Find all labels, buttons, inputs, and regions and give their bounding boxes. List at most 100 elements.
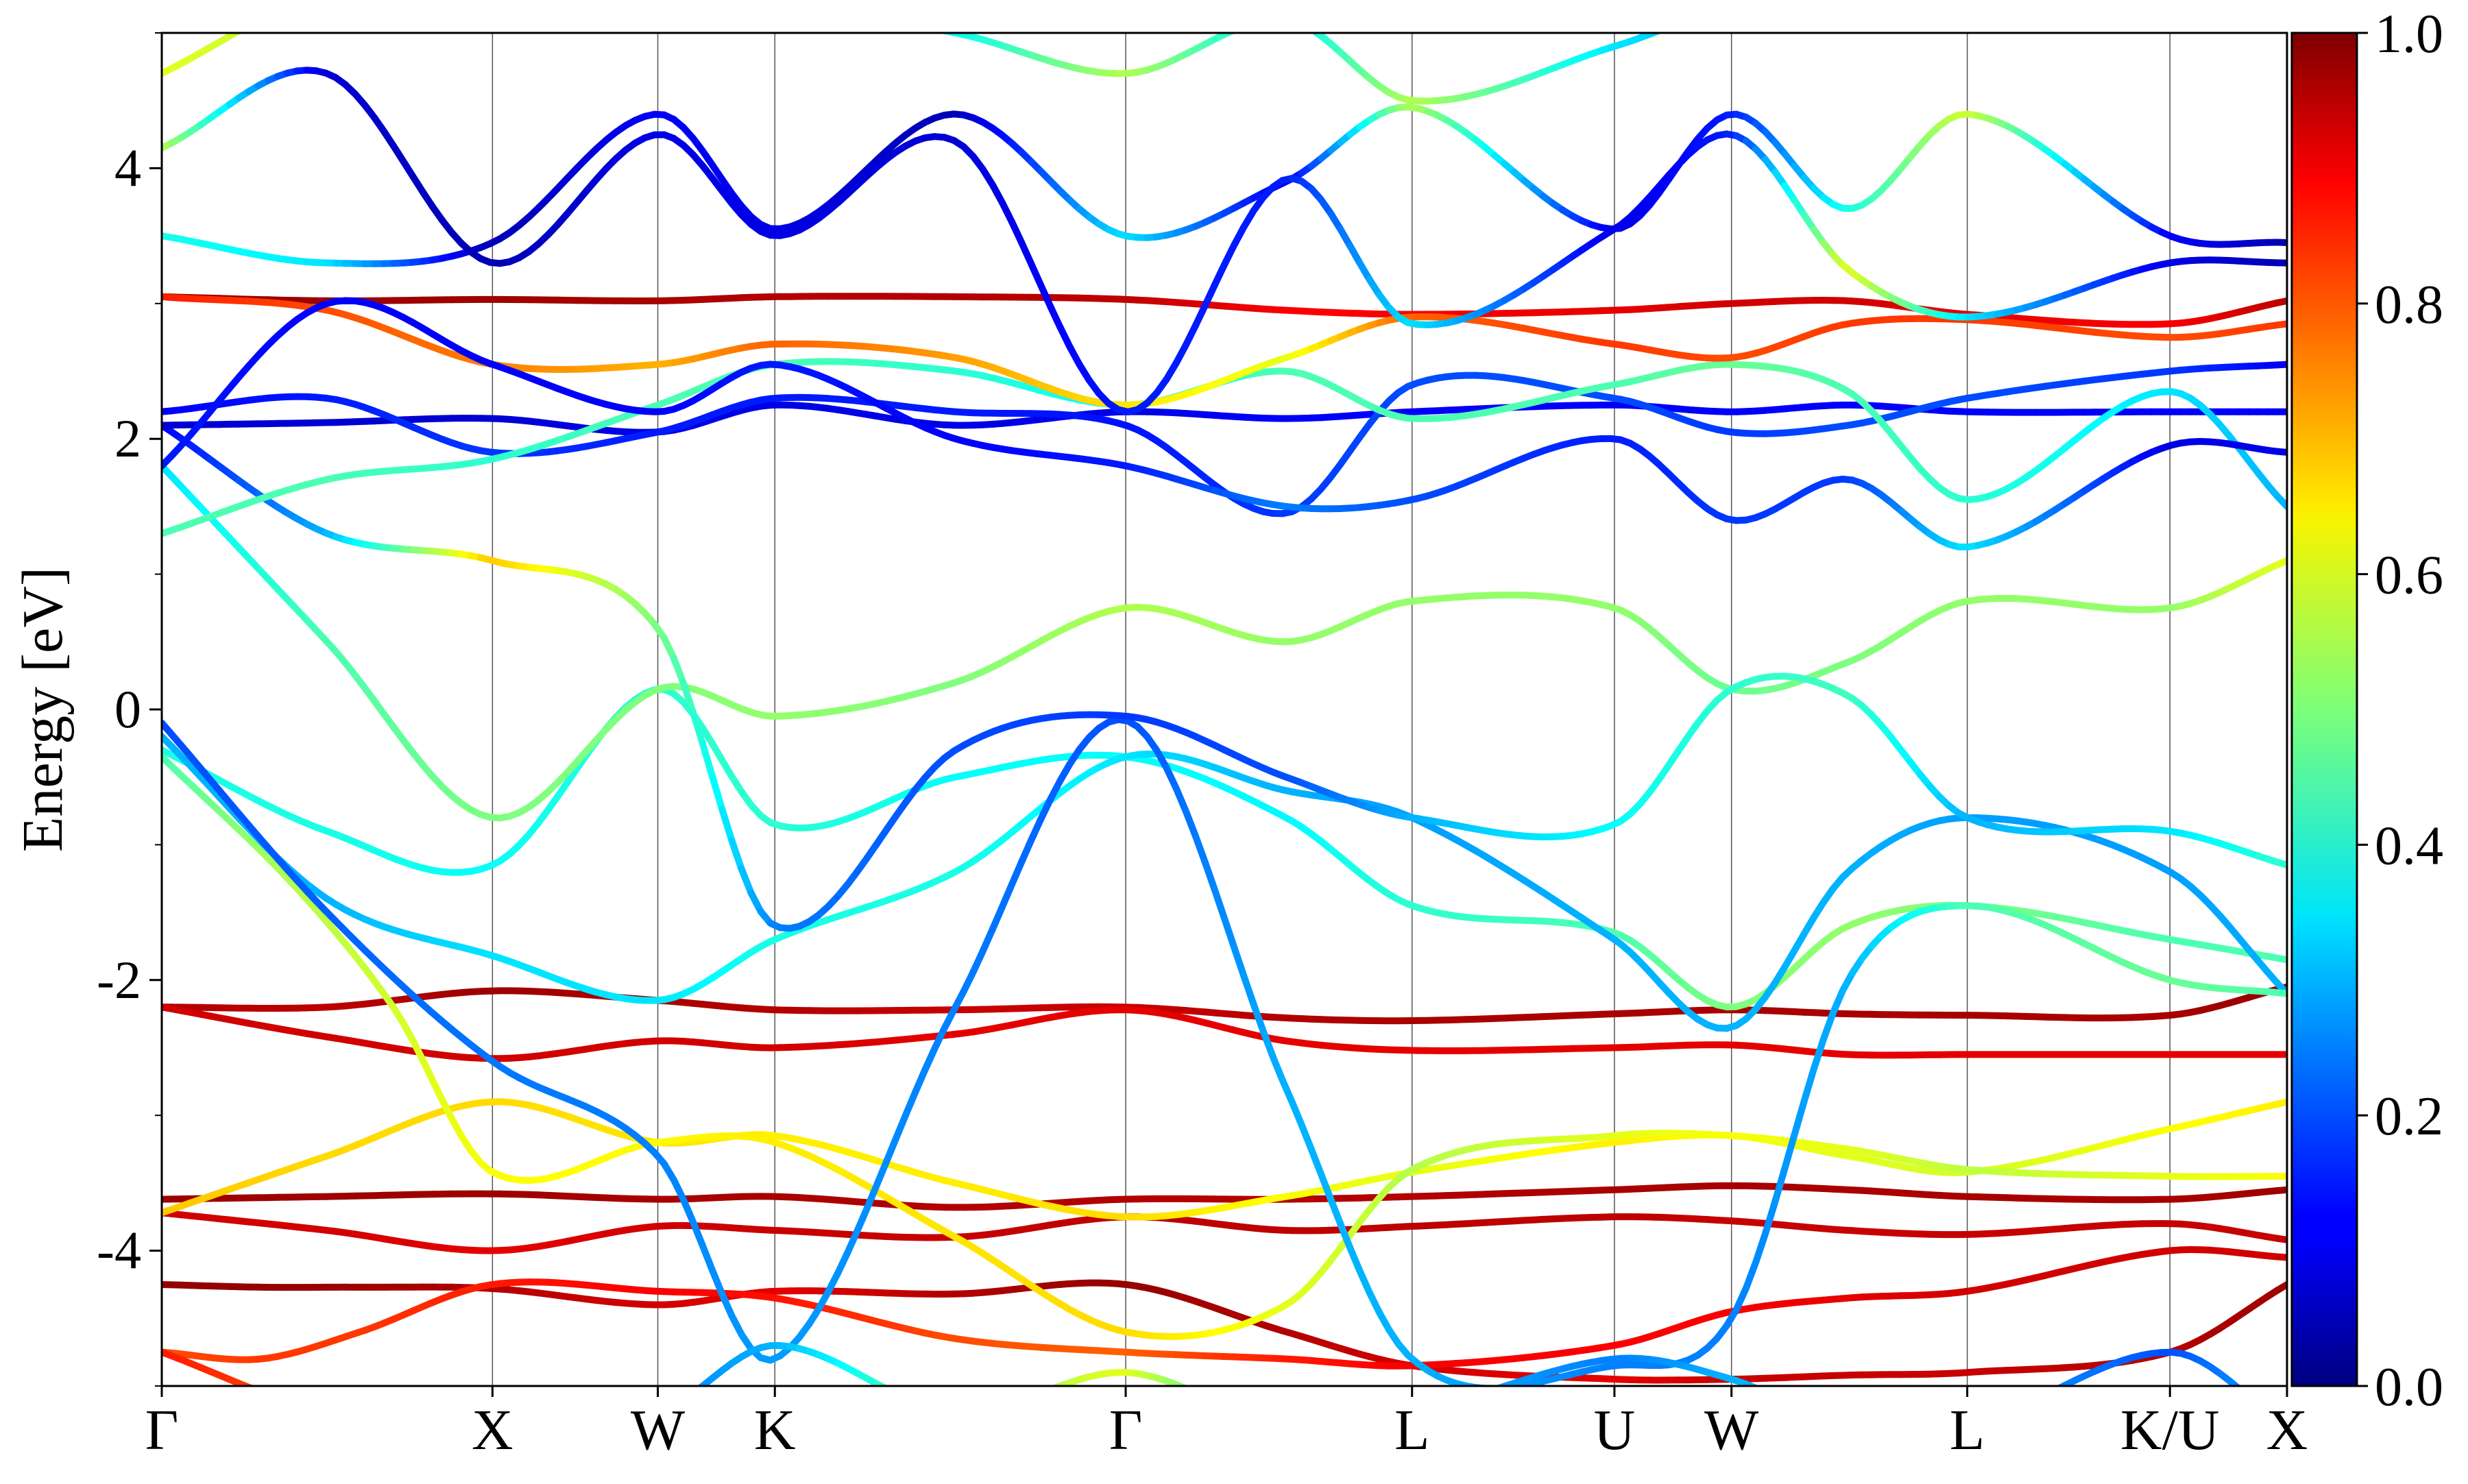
band-segment [394, 1423, 403, 1424]
band-segment [306, 1408, 316, 1411]
band-14 [162, 405, 2287, 433]
band-segment [809, 10, 819, 11]
band-segment [790, 8, 799, 9]
band-segment [297, 1405, 306, 1408]
band-segment [268, 1395, 278, 1398]
band-segment [1234, 1411, 1244, 1415]
band-segment [1698, 12, 1708, 16]
band-segment [886, 1389, 896, 1394]
band-segment [2277, 1257, 2287, 1258]
band-segment [355, 1418, 365, 1420]
band-segment [1292, 1102, 1302, 1126]
band-segment [1283, 1426, 1292, 1427]
band-segment [1804, 1069, 1814, 1102]
band-segment [983, 1409, 993, 1411]
band-segment [1350, 1424, 1359, 1425]
band-segment [1224, 1406, 1234, 1410]
band-segment [2277, 862, 2287, 865]
band-segment [2046, 1, 2055, 2]
band-segment [906, 24, 915, 26]
band-segment [934, 29, 944, 31]
band-segment [780, 6, 790, 7]
band-segment [384, 1422, 394, 1423]
band-segment [819, 10, 828, 12]
band-segment [1708, 10, 1717, 12]
band-segment [944, 1411, 954, 1413]
band-segment [1196, 836, 1205, 862]
band-segment [1031, 1394, 1041, 1397]
band-segment [925, 1407, 934, 1409]
band-segment [858, 1208, 867, 1231]
band-4 [162, 1213, 2287, 1250]
band-segment [848, 14, 858, 16]
band-segment [1756, 0, 1765, 1]
band-segment [587, 1424, 596, 1425]
band-segment [877, 1162, 886, 1185]
band-segment [683, 1200, 693, 1222]
band-21 [162, 301, 2287, 548]
band-segment [645, 5, 655, 6]
band-segment [915, 1402, 925, 1406]
band-segment [771, 5, 780, 6]
band-segment [973, 1411, 983, 1413]
band-segment [2277, 324, 2287, 325]
band-9 [162, 690, 2287, 1007]
band-segment [1292, 21, 1302, 24]
band-segment [249, 21, 258, 26]
band-segment [886, 1139, 896, 1162]
band-segment [1253, 1003, 1263, 1030]
band-segment [1824, 1013, 1833, 1040]
band-segment [403, 1424, 413, 1425]
band-segment [258, 15, 268, 20]
band-segment [1331, 1426, 1340, 1428]
band-segment [1350, 1248, 1359, 1271]
band-segment [1215, 890, 1224, 919]
band-segment [712, 777, 722, 810]
band-segment [896, 1394, 906, 1398]
band-segment [606, 2, 616, 3]
band-segment [1205, 862, 1215, 890]
band-segment [1920, 1, 1930, 3]
band-segment [1746, 1263, 1756, 1289]
band-segment [326, 1413, 336, 1415]
band-segment [1302, 24, 1311, 29]
band-segment [993, 1407, 1002, 1410]
band-segment [1756, 1234, 1765, 1263]
band-segment [1746, 1, 1756, 3]
band-segment [1311, 1150, 1321, 1174]
band-segment [1930, 3, 1939, 4]
band-segment [596, 1423, 606, 1424]
band-segment [1737, 3, 1746, 5]
band-segment [606, 1422, 616, 1424]
band-segment [877, 19, 886, 21]
band-segment [2007, 4, 2016, 5]
band-segment [703, 1246, 712, 1271]
band-segment [2017, 3, 2027, 4]
band-segment [858, 16, 867, 17]
band-segment [2277, 496, 2287, 507]
bands-layer [162, 0, 2287, 1433]
band-segment [1041, 285, 1050, 306]
band-segment [258, 1391, 268, 1395]
band-segment [287, 2, 297, 6]
band-segment [1002, 884, 1012, 907]
band-segment [2277, 1190, 2287, 1191]
band-segment [2277, 1102, 2287, 1104]
band-segment [278, 1398, 287, 1402]
band-segment [268, 11, 278, 16]
band-segment [1283, 19, 1292, 21]
band-segment [1253, 1418, 1263, 1422]
band-segment [1012, 1401, 1021, 1404]
band-segment [693, 712, 703, 744]
band-segment [2036, 2, 2046, 3]
band-segment [906, 1093, 915, 1115]
band-segment [1186, 1389, 1196, 1393]
band-segment [1717, 7, 1727, 10]
band-segment [297, 0, 306, 2]
band-segment [973, 951, 983, 972]
band-segment [925, 27, 934, 29]
band-segment [365, 1420, 374, 1421]
band-segment [1669, 23, 1678, 27]
band-segment [925, 1049, 934, 1070]
band-22 [162, 0, 2287, 101]
